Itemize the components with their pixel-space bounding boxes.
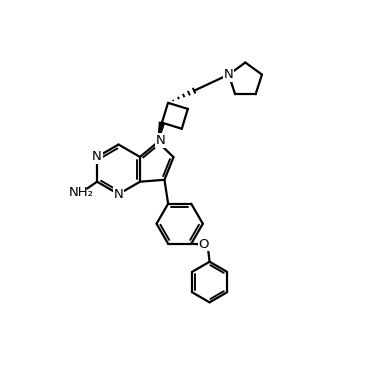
Text: N: N	[114, 188, 123, 201]
Text: N: N	[155, 134, 165, 147]
Text: N: N	[224, 68, 234, 81]
Polygon shape	[158, 122, 164, 142]
Text: NH₂: NH₂	[69, 186, 94, 199]
Text: O: O	[199, 238, 209, 251]
Text: N: N	[92, 150, 102, 164]
